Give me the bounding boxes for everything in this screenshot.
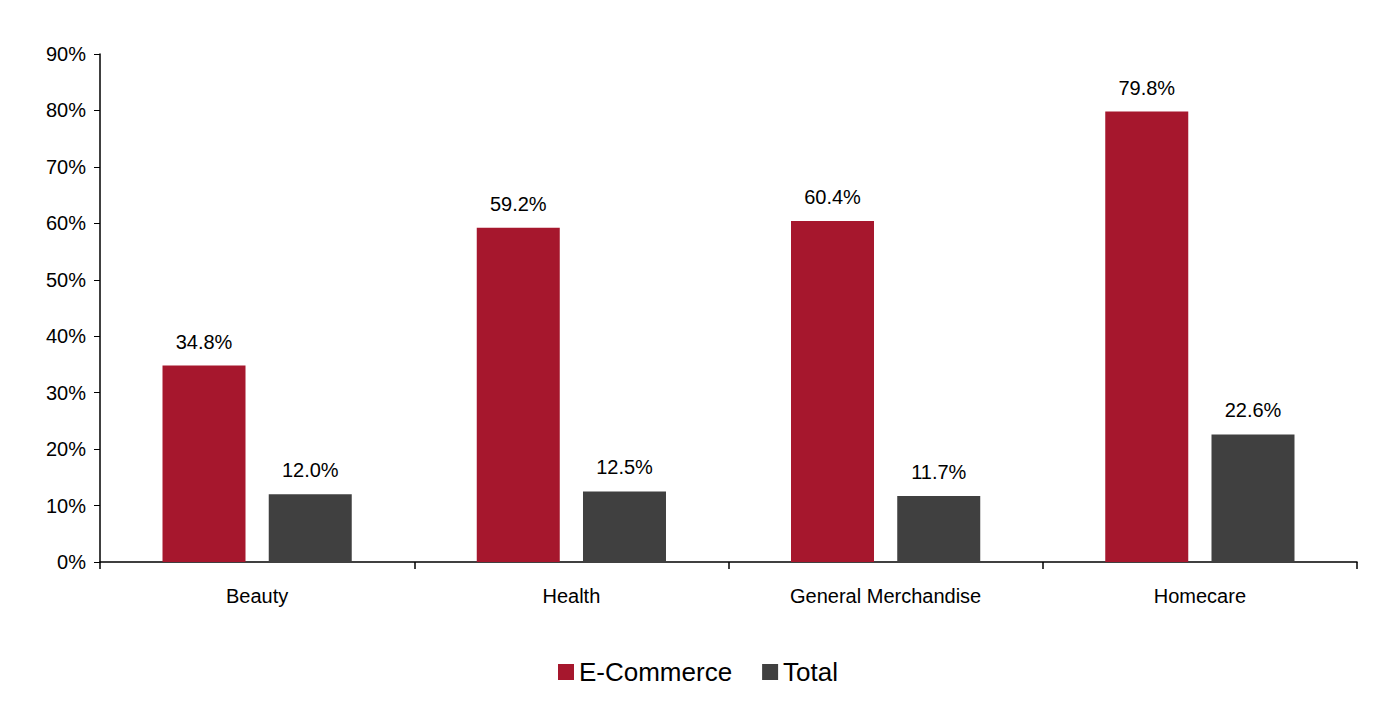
svg-text:79.8%: 79.8% xyxy=(1118,77,1175,99)
svg-text:70%: 70% xyxy=(46,156,86,178)
svg-text:10%: 10% xyxy=(46,495,86,517)
svg-text:40%: 40% xyxy=(46,325,86,347)
svg-text:60.4%: 60.4% xyxy=(804,186,861,208)
svg-text:80%: 80% xyxy=(46,99,86,121)
svg-text:E-Commerce: E-Commerce xyxy=(579,657,732,687)
svg-text:11.7%: 11.7% xyxy=(911,461,966,483)
svg-text:34.8%: 34.8% xyxy=(176,331,233,353)
svg-text:General Merchandise: General Merchandise xyxy=(790,585,981,607)
svg-text:12.5%: 12.5% xyxy=(596,456,653,478)
svg-text:30%: 30% xyxy=(46,382,86,404)
svg-text:60%: 60% xyxy=(46,212,86,234)
svg-text:50%: 50% xyxy=(46,269,86,291)
svg-text:Beauty: Beauty xyxy=(226,585,288,607)
svg-text:Health: Health xyxy=(542,585,600,607)
svg-text:Homecare: Homecare xyxy=(1154,585,1246,607)
svg-text:Total: Total xyxy=(783,657,838,687)
svg-text:59.2%: 59.2% xyxy=(490,193,547,215)
svg-text:20%: 20% xyxy=(46,438,86,460)
svg-text:12.0%: 12.0% xyxy=(282,459,339,481)
svg-text:22.6%: 22.6% xyxy=(1225,399,1282,421)
svg-text:0%: 0% xyxy=(57,551,86,573)
svg-text:90%: 90% xyxy=(46,43,86,65)
